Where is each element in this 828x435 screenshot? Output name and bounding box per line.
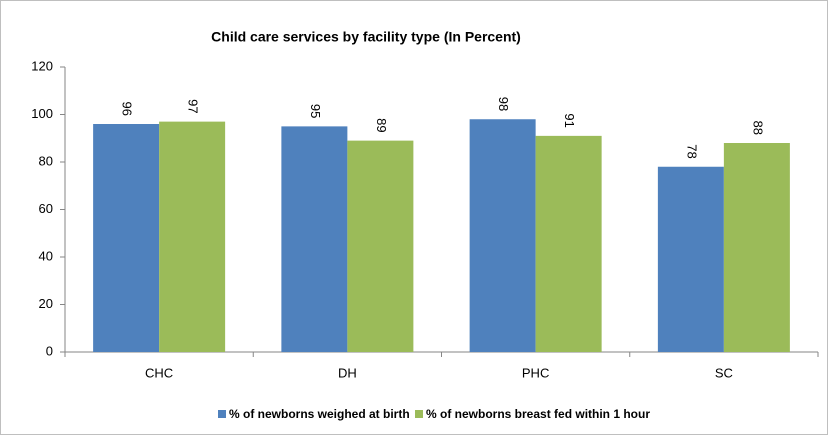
y-tick-label: 120 [31, 58, 53, 73]
x-tick-label: SC [715, 365, 733, 380]
y-tick-label: 60 [39, 201, 53, 216]
y-tick-label: 20 [39, 296, 53, 311]
y-tick-label: 100 [31, 106, 53, 121]
bar [93, 124, 160, 352]
legend-label: % of newborns weighed at birth [229, 407, 410, 421]
bar [347, 140, 414, 352]
bar [469, 119, 536, 352]
data-label: 91 [562, 113, 577, 127]
y-tick-label: 80 [39, 153, 53, 168]
data-label: 89 [374, 118, 389, 132]
y-tick-label: 40 [39, 248, 53, 263]
bar [159, 121, 226, 352]
x-tick-label: CHC [145, 365, 173, 380]
legend-label: % of newborns breast fed within 1 hour [426, 407, 650, 421]
legend-swatch [218, 410, 226, 418]
data-label: 97 [186, 99, 201, 113]
data-label: 96 [120, 102, 135, 116]
bar [281, 126, 348, 352]
x-tick-label: DH [338, 365, 357, 380]
bar [723, 143, 790, 352]
data-label: 78 [684, 144, 699, 158]
legend-swatch [415, 410, 423, 418]
bar [657, 166, 724, 352]
data-label: 98 [496, 97, 511, 111]
x-tick-label: PHC [522, 365, 549, 380]
data-label: 95 [308, 104, 323, 118]
bar [535, 135, 602, 352]
chart-title: Child care services by facility type (In… [211, 29, 521, 45]
data-label: 88 [750, 121, 765, 135]
y-tick-label: 0 [46, 343, 53, 358]
